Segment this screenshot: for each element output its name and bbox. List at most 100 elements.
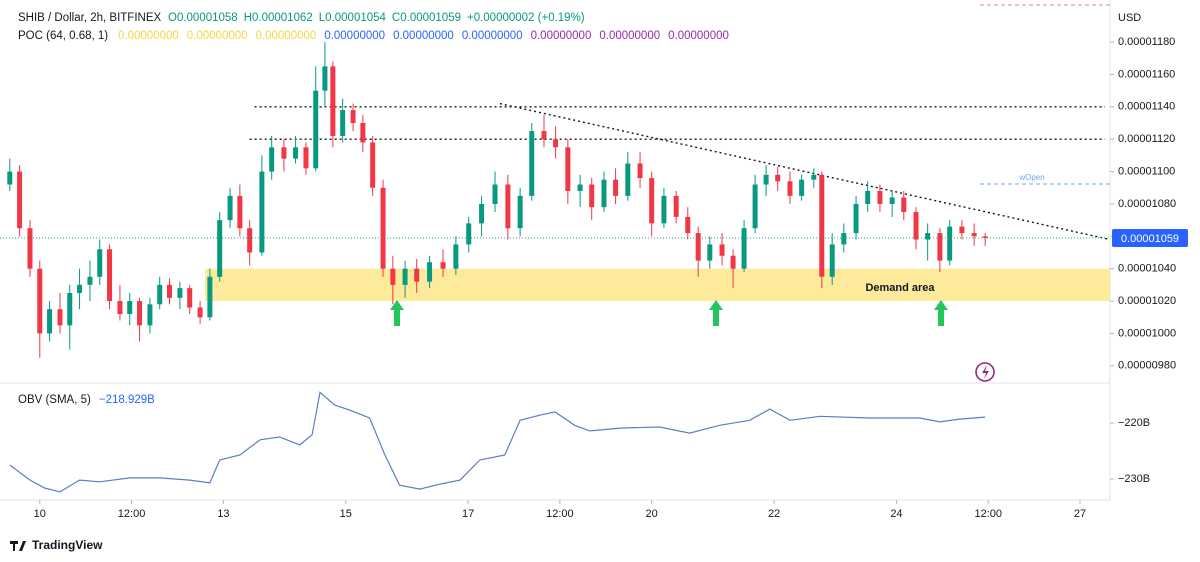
candle-body xyxy=(841,233,847,245)
indicator-title: OBV (SMA, 5) xyxy=(18,394,91,406)
last-price-label: 0.00001059 xyxy=(1121,233,1179,245)
y-tick-label: 0.00001180 xyxy=(1118,36,1175,48)
candle-body xyxy=(649,178,655,224)
symbol-title: SHIB / Dollar, 2h, BITFINEX xyxy=(18,12,161,24)
arrow xyxy=(390,300,404,326)
candle-body xyxy=(589,184,595,208)
candle-body xyxy=(819,174,825,277)
y-tick-label: 0.00001040 xyxy=(1118,263,1176,275)
x-tick-label: 27 xyxy=(1074,508,1086,520)
candle-body xyxy=(913,212,919,240)
candle-body xyxy=(87,276,93,285)
arrow xyxy=(709,300,723,326)
candle-body xyxy=(492,184,498,204)
y-tick-label: 0.00000980 xyxy=(1118,360,1176,372)
candle-body xyxy=(303,147,309,169)
candle-body xyxy=(787,181,793,196)
candle-body xyxy=(673,195,679,217)
poc-value: 0.00000000 xyxy=(187,30,248,42)
tradingview-logo: TradingView xyxy=(10,538,103,552)
poc-value: 0.00000000 xyxy=(256,30,317,42)
candle-body xyxy=(719,244,725,256)
candle-body xyxy=(390,268,396,285)
candle-body xyxy=(637,163,643,179)
candle-body xyxy=(380,187,386,269)
ohlc-value: C0.00001059 xyxy=(392,12,461,24)
candle-body xyxy=(77,284,83,293)
candle-body xyxy=(982,236,988,238)
candle-body xyxy=(340,110,346,136)
poc-value: 0.00000000 xyxy=(668,30,729,42)
candle-body xyxy=(217,220,223,277)
candle-body xyxy=(752,184,758,229)
candle-body xyxy=(466,223,472,245)
y-tick-label: 0.00001120 xyxy=(1118,133,1175,145)
x-tick-label: 13 xyxy=(217,508,229,520)
demand-area xyxy=(204,268,1111,302)
y-tick-label: 0.00001140 xyxy=(1118,101,1175,113)
ohlc-value: O0.00001058 xyxy=(168,12,238,24)
candle-body xyxy=(763,174,769,185)
wopen-label: wOpen xyxy=(1018,173,1044,182)
poc-value: 0.00000000 xyxy=(531,30,592,42)
candle-body xyxy=(959,226,965,234)
trendline xyxy=(499,102,1111,241)
candle-body xyxy=(97,249,103,277)
candle-body xyxy=(730,255,736,269)
poc-value: 0.00000000 xyxy=(324,30,385,42)
ohlc-value: L0.00001054 xyxy=(319,12,387,24)
logo-mark xyxy=(10,541,26,551)
candle-body xyxy=(529,131,535,196)
icon-bolt xyxy=(982,365,989,379)
candle-body xyxy=(775,174,781,182)
candle-body xyxy=(67,292,73,326)
candle-body xyxy=(661,195,667,224)
candle-body xyxy=(137,301,143,326)
candle-body xyxy=(613,179,619,196)
y-tick-label: −230B xyxy=(1118,473,1150,485)
candle-body xyxy=(853,203,859,234)
candle-body xyxy=(541,131,547,140)
y-tick-label: 0.00001100 xyxy=(1118,165,1175,177)
candle-body xyxy=(197,307,203,318)
currency: USD xyxy=(1118,12,1141,24)
candle-body xyxy=(7,171,13,185)
x-tick-label: 15 xyxy=(340,508,352,520)
candle-body xyxy=(269,147,275,172)
candle-body xyxy=(187,288,193,308)
x-tick-label: 10 xyxy=(34,508,46,520)
x-tick-label: 20 xyxy=(646,508,658,520)
candle-body xyxy=(505,184,511,229)
candle-body xyxy=(37,268,43,334)
candle-body xyxy=(259,171,265,253)
candle-body xyxy=(47,309,53,334)
y-tick-label: −220B xyxy=(1118,417,1150,429)
indicator-value: −218.929B xyxy=(99,394,155,406)
candle-body xyxy=(553,139,559,148)
obv-line xyxy=(9,391,986,493)
arrow xyxy=(934,300,948,326)
poc-value: 0.00000000 xyxy=(393,30,454,42)
x-tick-label: 12:00 xyxy=(546,508,574,520)
poc-value: 0.00000000 xyxy=(599,30,660,42)
x-tick-label: 24 xyxy=(890,508,902,520)
candle-body xyxy=(707,244,713,261)
candle-body xyxy=(313,90,319,169)
candle-body xyxy=(685,216,691,234)
y-tick-label: 0.00001000 xyxy=(1118,327,1176,339)
candle-body xyxy=(27,228,33,269)
candle-body xyxy=(322,66,328,91)
y-tick-label: 0.00001080 xyxy=(1118,198,1176,210)
x-tick-label: 12:00 xyxy=(118,508,146,520)
candle-body xyxy=(479,203,485,224)
candle-body xyxy=(865,191,871,204)
candle-body xyxy=(427,262,433,282)
candle-body xyxy=(127,301,133,315)
demand-label: Demand area xyxy=(865,282,935,294)
ohlc-value: H0.00001062 xyxy=(244,12,313,24)
candle-body xyxy=(695,233,701,261)
candle-body xyxy=(971,233,977,237)
signal-arrows xyxy=(390,300,948,326)
poc-value: 0.00000000 xyxy=(118,30,179,42)
candle-body xyxy=(147,304,153,326)
